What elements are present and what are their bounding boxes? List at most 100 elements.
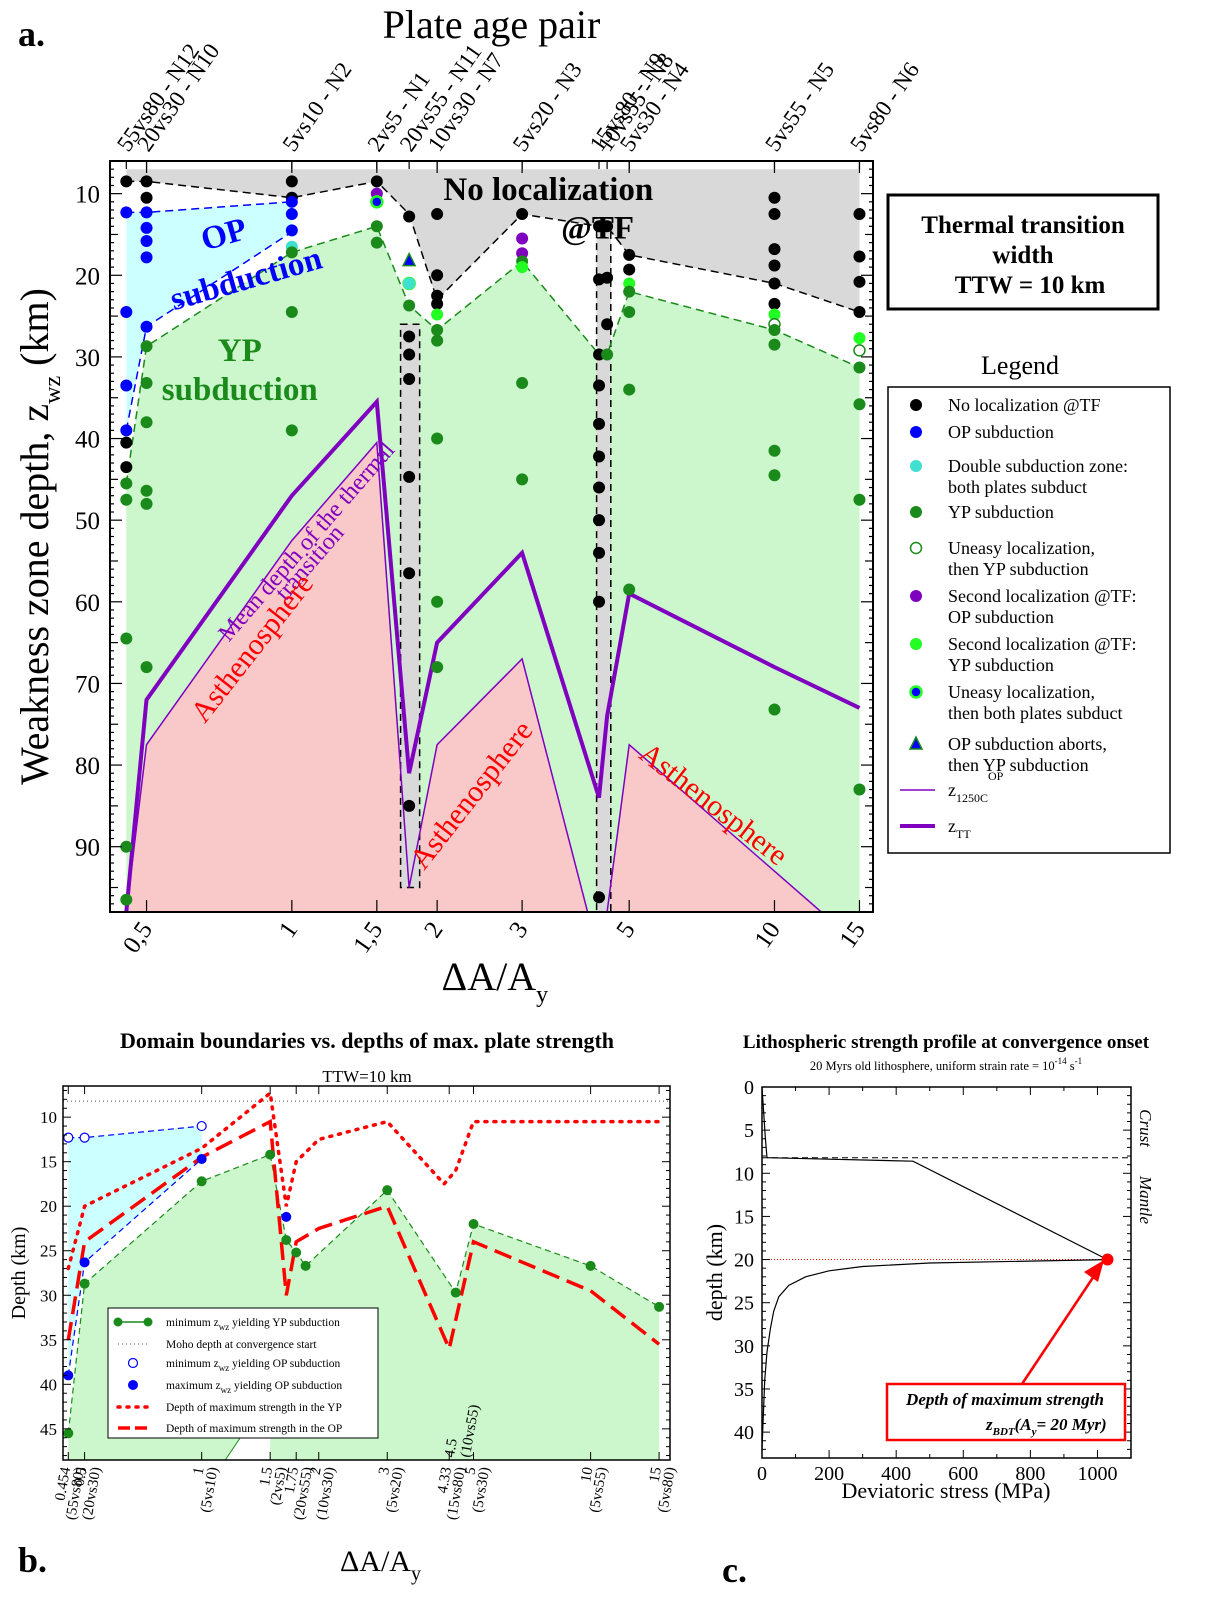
- point-op: [285, 224, 298, 237]
- point-no_loc: [593, 891, 606, 904]
- point-no_loc: [431, 269, 444, 282]
- y-tick-label: 60: [75, 590, 100, 617]
- point-uneasy_yp: [853, 344, 866, 357]
- point-yp: [768, 338, 781, 351]
- x-tick-label-c: 600: [948, 1463, 978, 1485]
- point-second_op: [516, 232, 529, 245]
- point-yp: [285, 424, 298, 437]
- point-yp: [120, 840, 133, 853]
- point-yp: [601, 348, 614, 361]
- point-yp: [768, 323, 781, 336]
- point-op: [140, 234, 153, 247]
- point-yp: [120, 632, 133, 645]
- x-tick-sub-b: (5vs20): [383, 1466, 407, 1514]
- yp-min-point: [79, 1278, 90, 1289]
- point-second_yp: [431, 308, 444, 321]
- y-tick-label-b: 20: [40, 1197, 57, 1216]
- yp-min-point: [468, 1219, 479, 1230]
- point-no_loc: [403, 348, 416, 361]
- point-no_loc: [623, 263, 636, 276]
- op-strength-line: [66, 1118, 661, 1355]
- y-tick-label-c: 0: [744, 1077, 754, 1099]
- label-no-localization: No localization: [443, 172, 653, 208]
- legend-marker-b: [127, 1357, 139, 1369]
- op-max-point: [63, 1370, 74, 1381]
- point-yp: [140, 497, 153, 510]
- point-yp: [140, 340, 153, 353]
- point-second_yp: [768, 308, 781, 321]
- pair-label: 5vs10 - N2: [277, 58, 356, 156]
- mantle-label: Mantle: [1136, 1175, 1155, 1225]
- point-yp: [623, 383, 636, 396]
- x-tick-label-b: 1.75: [282, 1466, 302, 1495]
- yp-min-point: [291, 1247, 302, 1258]
- legend-marker-b: [143, 1317, 153, 1327]
- yp-min-line: [67, 1153, 660, 1434]
- legend-label-abort: OP subduction aborts,: [948, 734, 1107, 754]
- legend-title: Legend: [981, 351, 1059, 380]
- z1250-line: [125, 440, 822, 912]
- crust-label: Crust: [1136, 1109, 1155, 1148]
- yp-min-point: [281, 1235, 292, 1246]
- point-yp: [853, 398, 866, 411]
- y-tick-label: 70: [75, 671, 100, 698]
- x-tick-sub-b: (5vs30): [470, 1466, 494, 1514]
- yp-min-point: [450, 1287, 461, 1298]
- y-tick-label-b: 30: [40, 1286, 57, 1305]
- y-tick-label-c: 15: [734, 1206, 754, 1228]
- point-second_yp: [853, 332, 866, 345]
- x-tick-label-b: 3: [376, 1466, 393, 1476]
- x-tick-label: 15: [835, 917, 871, 953]
- point-yp: [370, 236, 383, 249]
- legend-label-double: both plates subduct: [948, 477, 1087, 497]
- x-tick-label-c: 400: [881, 1463, 911, 1485]
- pair-label: 5vs55 - N5: [760, 58, 839, 156]
- legend-label-b: minimum zwz yielding YP subduction: [166, 1317, 340, 1332]
- x-tick-label-b: 1: [191, 1466, 208, 1476]
- label-yp: YP: [218, 333, 262, 369]
- annotation-line2: zBDT(Ay= 20 Myr): [985, 1415, 1107, 1438]
- point-yp: [370, 220, 383, 233]
- x-tick-label: 1,5: [348, 917, 388, 958]
- x-tick-label-c: 0: [757, 1463, 767, 1485]
- annotation-line1: Depth of maximum strength: [905, 1390, 1104, 1409]
- y-tick-label-c: 5: [744, 1120, 754, 1142]
- x-tick-label-b: 15: [647, 1466, 665, 1484]
- pair-label: 5vs20 - N3: [508, 58, 587, 156]
- annotation-box: [885, 1382, 1127, 1442]
- point-no_loc: [140, 175, 153, 188]
- x-tick-label: 3: [504, 917, 533, 943]
- max-strength-point: [1101, 1253, 1114, 1266]
- x-tick-label-c: 200: [814, 1463, 844, 1485]
- panel-c-xlabel: Deviatoric stress (MPa): [842, 1478, 1051, 1503]
- point-yp: [431, 334, 444, 347]
- x-tick-label-b: 2: [308, 1466, 325, 1476]
- y-tick-label-b: 45: [40, 1420, 57, 1439]
- panel-a-ylabel: Weakness zone depth, zwz (km): [12, 288, 66, 785]
- x-tick-label-b: 10: [578, 1466, 596, 1484]
- point-yp: [140, 377, 153, 390]
- profile-mantle_ductile: [761, 1259, 1108, 1450]
- pair-label: 5vs80 - N6: [845, 58, 924, 156]
- legend-label-b: Depth of maximum strength in the YP: [166, 1402, 342, 1414]
- point-op: [120, 206, 133, 219]
- y-tick-label-c: 40: [734, 1422, 754, 1444]
- point-yp: [768, 703, 781, 716]
- legend-marker-double: [910, 460, 922, 472]
- yp-min-point: [382, 1185, 393, 1196]
- point-yp: [516, 473, 529, 486]
- y-tick-label-c: 20: [734, 1250, 754, 1272]
- legend-label-op: OP subduction: [948, 422, 1054, 442]
- y-tick-label-b: 15: [40, 1153, 57, 1172]
- point-yp: [516, 377, 529, 390]
- x-tick-sub-b: (5vs80): [655, 1466, 679, 1514]
- label-no-localization-tf: @TF: [561, 211, 634, 247]
- point-op: [140, 251, 153, 264]
- legend-label-b: minimum zwz yielding OP subduction: [166, 1358, 341, 1373]
- point-yp: [623, 583, 636, 596]
- ttw-line2: width: [992, 242, 1053, 269]
- point-no_loc: [768, 277, 781, 290]
- y-tick-label: 20: [75, 263, 100, 290]
- panel-label-a: a.: [18, 14, 45, 54]
- point-op: [140, 320, 153, 333]
